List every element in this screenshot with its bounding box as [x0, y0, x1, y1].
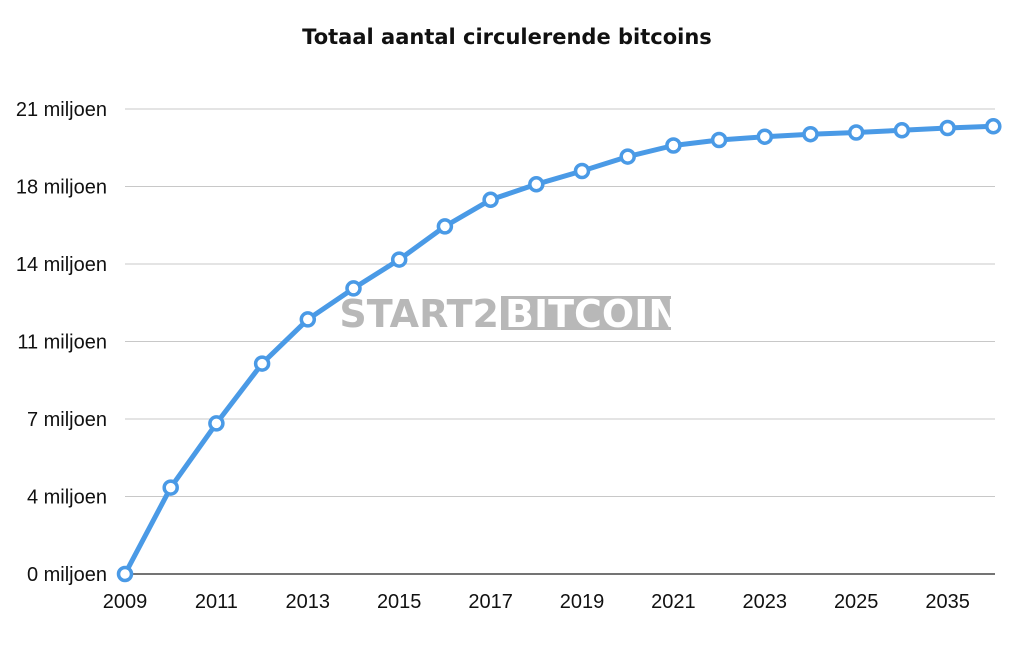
- data-point: [528, 176, 545, 193]
- grid: [125, 108, 995, 497]
- data-point: [208, 415, 225, 432]
- data-point: [345, 280, 362, 297]
- data-point: [162, 479, 179, 496]
- x-tick-label: 2015: [377, 591, 422, 613]
- x-tick-label: 2035: [925, 591, 970, 613]
- data-point: [573, 162, 591, 180]
- chart-title: Totaal aantal circulerende bitcoins: [302, 25, 712, 49]
- y-tick-label: 14 miljoen: [16, 254, 107, 276]
- data-point: [116, 565, 134, 583]
- x-tick-label: 2019: [560, 591, 605, 613]
- x-tick-label: 2025: [834, 591, 879, 613]
- data-point: [253, 355, 271, 372]
- data-point: [619, 148, 636, 165]
- y-tick-label: 18 miljoen: [16, 177, 107, 199]
- x-tick-label: 2021: [651, 591, 696, 613]
- data-point: [802, 125, 819, 143]
- data-point: [756, 128, 774, 145]
- y-tick-label: 7 miljoen: [27, 409, 107, 431]
- x-tick-label: 2023: [743, 591, 788, 613]
- axes: 0 miljoen 4 miljoen 7 miljoen 11 miljoen 14 …: [16, 99, 995, 613]
- watermark-box: [501, 296, 671, 330]
- x-tick-label: 2009: [103, 591, 148, 613]
- x-tick-label: 2013: [286, 591, 331, 613]
- y-tick-label: 21 miljoen: [16, 99, 107, 121]
- data-point: [893, 122, 911, 139]
- data-point: [436, 218, 454, 235]
- data-point: [710, 131, 728, 149]
- series-line: [122, 123, 996, 577]
- data-point: [665, 137, 682, 154]
- data-point: [939, 119, 956, 137]
- watermark-part1: START2: [339, 292, 499, 336]
- x-tick-label: 2017: [468, 591, 513, 613]
- watermark-part2: BITCOIN: [505, 292, 680, 336]
- y-tick-label: 11 miljoen: [17, 332, 107, 354]
- data-point: [390, 251, 408, 268]
- y-tick-label: 4 miljoen: [27, 487, 107, 509]
- x-tick-label: 2011: [195, 591, 238, 613]
- watermark-logo: START2 BITCOIN: [339, 292, 680, 336]
- data-point: [847, 124, 865, 141]
- data-point: [985, 118, 1002, 135]
- y-tick-label: 0 miljoen: [27, 564, 107, 586]
- data-point: [299, 311, 317, 328]
- data-point: [482, 191, 499, 209]
- series-layer: [116, 118, 1002, 583]
